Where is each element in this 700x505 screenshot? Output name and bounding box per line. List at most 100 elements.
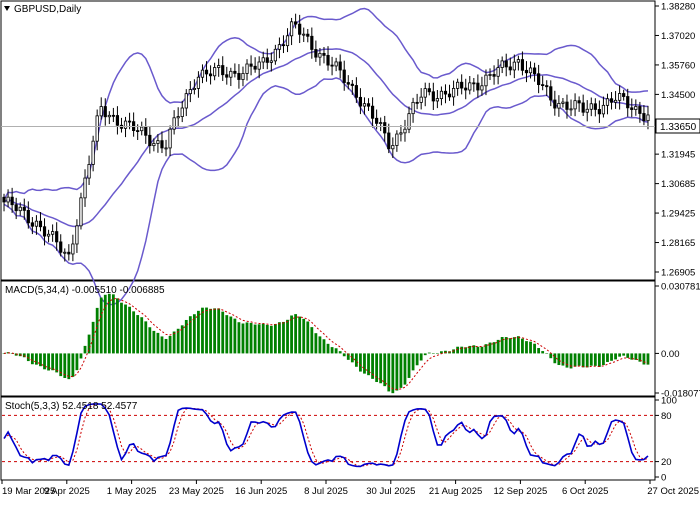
candle-body: [569, 108, 573, 111]
macd-signal-line: [3, 297, 649, 391]
macd-bar: [589, 353, 593, 366]
candle-body: [302, 33, 306, 36]
candle-body: [184, 93, 188, 109]
candle-body: [136, 130, 140, 132]
macd-bar: [67, 353, 71, 380]
candle-body: [439, 90, 444, 100]
candle-body: [253, 65, 257, 70]
stoch-pane[interactable]: [0, 396, 656, 481]
candle-body: [557, 103, 561, 109]
macd-bar: [209, 308, 212, 354]
candle-body: [581, 102, 585, 113]
candle-body: [383, 122, 387, 134]
candle-body: [241, 73, 245, 80]
macd-bar: [103, 294, 107, 354]
candle-body: [22, 206, 26, 211]
candle-body: [192, 88, 196, 90]
macd-bar: [391, 353, 395, 394]
candle-body: [593, 103, 597, 110]
macd-bar: [500, 337, 504, 354]
macd-bar: [237, 322, 241, 354]
macd-bar: [431, 353, 435, 354]
date-tick-label: 27 Oct 2025: [647, 486, 699, 497]
candle-body: [468, 82, 472, 91]
candle-body: [395, 133, 399, 146]
candle-body: [589, 103, 593, 110]
candle-body: [407, 113, 411, 130]
candle-body: [350, 83, 354, 86]
chart-title: GBPUSD,Daily: [14, 4, 81, 15]
candle-body: [237, 72, 241, 80]
candle-body: [103, 106, 107, 118]
macd-bar: [403, 353, 407, 385]
macd-bar: [71, 353, 75, 377]
macd-bar: [168, 335, 172, 354]
macd-bar: [529, 341, 532, 354]
candle-body: [642, 113, 646, 122]
macd-bar: [197, 310, 200, 354]
price-pane[interactable]: [0, 0, 656, 281]
macd-bar: [59, 353, 63, 377]
candle-body: [541, 84, 545, 87]
macd-bar: [136, 315, 140, 354]
candle-body: [168, 128, 172, 149]
candle-body: [281, 44, 286, 47]
candle-body: [460, 81, 464, 89]
price-tick-label: 1.29425: [661, 209, 695, 220]
macd-bar: [622, 353, 626, 356]
candle-body: [172, 117, 176, 130]
macd-bar: [553, 353, 557, 364]
candle-body: [221, 65, 225, 76]
price-tick-label: 1.31945: [661, 150, 695, 161]
macd-histogram: [2, 293, 650, 394]
candle-body: [638, 106, 642, 114]
candle-body: [537, 73, 541, 86]
macd-bar: [480, 346, 484, 354]
macd-bar: [302, 318, 306, 354]
macd-bar: [435, 353, 439, 354]
stoch-tick-label: 100: [661, 396, 677, 407]
candle-body: [229, 70, 233, 78]
macd-bar: [241, 323, 245, 354]
candle-body: [451, 87, 456, 98]
candle-body: [634, 106, 638, 110]
macd-bar: [233, 318, 237, 354]
macd-bar: [569, 353, 573, 369]
candle-body: [71, 243, 75, 255]
macd-bar: [201, 307, 204, 354]
candle-body: [79, 197, 83, 227]
macd-bar: [516, 336, 520, 354]
candle-body: [18, 206, 22, 212]
macd-pane[interactable]: [0, 280, 656, 397]
macd-bar: [549, 353, 553, 359]
macd-bar: [492, 342, 496, 354]
candle-body: [577, 100, 581, 104]
candle-body: [520, 59, 525, 71]
candle-body: [225, 74, 229, 78]
macd-bar: [415, 353, 419, 366]
candle-body: [217, 65, 221, 68]
current-price-tag: [655, 118, 700, 134]
candle-body: [500, 60, 504, 68]
candle-body: [326, 54, 330, 66]
candle-body: [464, 87, 468, 91]
candle-body: [34, 220, 39, 227]
macd-bar: [116, 298, 119, 354]
macd-bar: [456, 346, 460, 354]
macd-bar: [602, 353, 605, 366]
triangle-down-icon[interactable]: [4, 6, 10, 11]
macd-bar: [306, 321, 310, 354]
macd-bar: [229, 316, 233, 354]
current-price-label: 1.33650: [660, 122, 697, 133]
price-tick-label: 1.30685: [661, 179, 695, 190]
candle-body: [289, 21, 294, 37]
macd-bar: [585, 353, 589, 368]
price-tick-label: 1.28165: [661, 238, 695, 249]
candle-body: [310, 35, 314, 50]
candle-body: [545, 85, 549, 88]
macd-title: MACD(5,34,4) -0.005510 -0.006885: [5, 285, 165, 296]
macd-bar: [541, 351, 545, 354]
price-tick-label: 1.38280: [661, 2, 695, 13]
macd-bar: [423, 353, 427, 356]
